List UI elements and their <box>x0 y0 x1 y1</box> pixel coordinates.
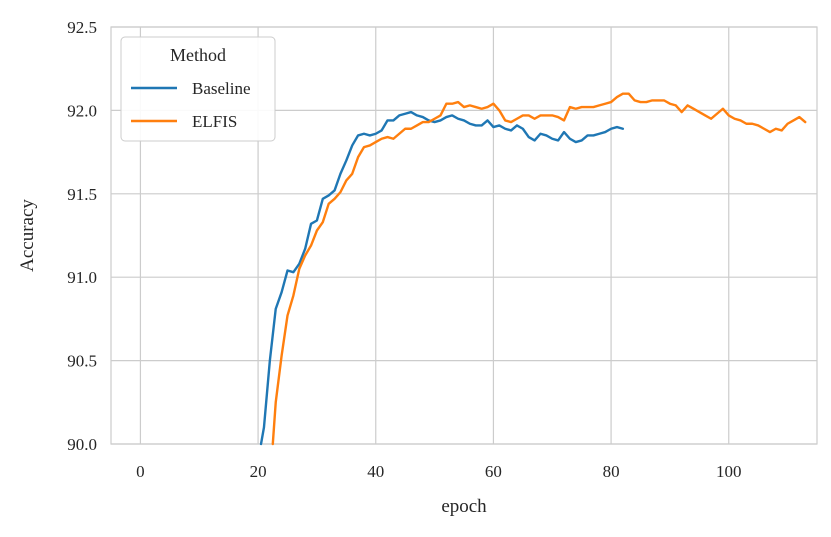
x-tick-label: 100 <box>716 462 742 481</box>
y-tick-label: 91.5 <box>67 185 97 204</box>
series-line-elfis <box>271 92 807 446</box>
legend: Method Baseline ELFIS <box>120 36 276 142</box>
x-tick-labels: 0 20 40 60 80 100 <box>136 462 741 481</box>
y-tick-label: 92.5 <box>67 18 97 37</box>
x-tick-label: 20 <box>250 462 267 481</box>
series-lines <box>259 92 807 446</box>
x-tick-label: 60 <box>485 462 502 481</box>
legend-box <box>120 36 276 142</box>
legend-title: Method <box>170 45 226 65</box>
y-axis-label: Accuracy <box>17 199 38 272</box>
y-tick-label: 90.5 <box>67 352 97 371</box>
y-tick-labels: 90.0 90.5 91.0 91.5 92.0 92.5 <box>67 18 97 454</box>
series-line-baseline <box>259 110 625 446</box>
legend-label-baseline: Baseline <box>192 79 251 98</box>
x-tick-label: 80 <box>603 462 620 481</box>
y-tick-label: 91.0 <box>67 268 97 287</box>
y-tick-label: 90.0 <box>67 435 97 454</box>
legend-label-elfis: ELFIS <box>192 112 237 131</box>
x-axis-label: epoch <box>441 496 487 517</box>
x-tick-label: 40 <box>367 462 384 481</box>
x-tick-label: 0 <box>136 462 145 481</box>
y-tick-label: 92.0 <box>67 101 97 120</box>
